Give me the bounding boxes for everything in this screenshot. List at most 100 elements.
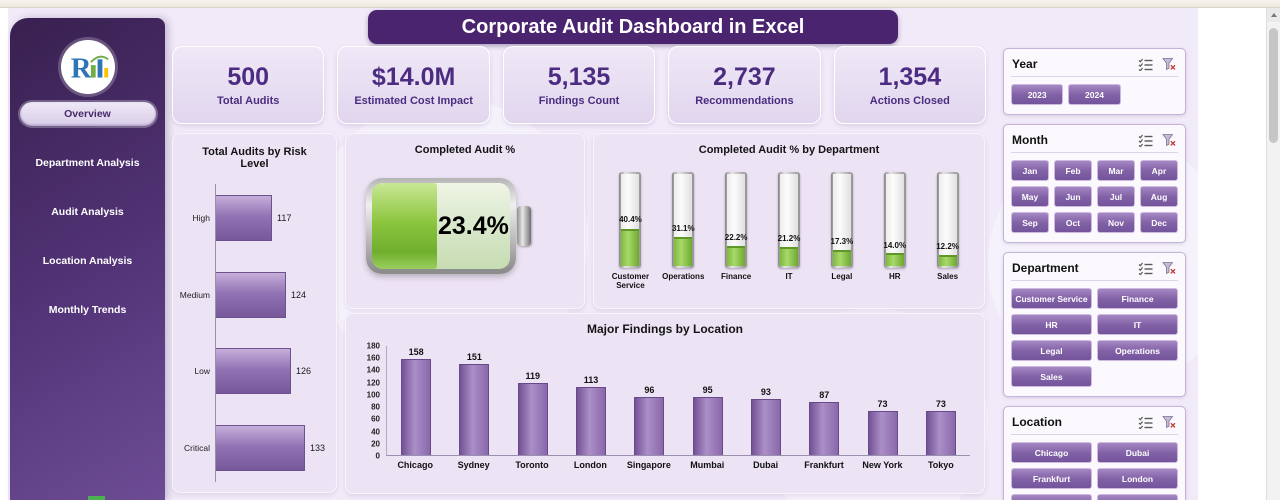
bar bbox=[925, 410, 956, 455]
clear-filter-icon[interactable] bbox=[1160, 414, 1177, 430]
slicer-option-frankfurt[interactable]: Frankfurt bbox=[1011, 468, 1092, 489]
axis-tick-label: 20 bbox=[371, 439, 380, 449]
battery-tube: 17.3% bbox=[817, 172, 867, 268]
bar bbox=[215, 195, 272, 242]
clear-filter-icon[interactable] bbox=[1160, 56, 1177, 72]
risk-bar-zone: 124 bbox=[215, 257, 332, 334]
dept-gauge-legal: 17.3% Legal bbox=[815, 172, 868, 306]
multi-select-icon[interactable] bbox=[1137, 260, 1154, 276]
sidebar-item-overview[interactable]: Overview bbox=[19, 102, 156, 126]
battery-tube: 14.0% bbox=[870, 172, 920, 268]
slicer-option-2024[interactable]: 2024 bbox=[1068, 84, 1121, 105]
slicer-option-it[interactable]: IT bbox=[1097, 314, 1178, 335]
sidebar-item-monthly-trends[interactable]: Monthly Trends bbox=[48, 304, 127, 316]
slicer-year: Year 2023 2024 bbox=[1003, 48, 1186, 115]
scrollbar-thumb[interactable] bbox=[1269, 28, 1278, 143]
chart-title: Completed Audit % by Department bbox=[698, 144, 880, 156]
sidebar-item-audit-analysis[interactable]: Audit Analysis bbox=[51, 206, 124, 218]
sidebar: R Overview Department Analysis Audit Analy… bbox=[10, 18, 165, 500]
bar bbox=[750, 398, 781, 455]
slicer-option-customer-service[interactable]: Customer Service bbox=[1011, 288, 1092, 309]
axis-tick-label: 60 bbox=[371, 414, 380, 424]
axis-category-label: Finance bbox=[721, 272, 752, 281]
slicer-option-finance[interactable]: Finance bbox=[1097, 288, 1178, 309]
risk-row: Critical 133 bbox=[179, 410, 332, 487]
multi-select-icon[interactable] bbox=[1137, 132, 1154, 148]
slicer-option-hr[interactable]: HR bbox=[1011, 314, 1092, 335]
vertical-scrollbar[interactable] bbox=[1266, 8, 1280, 500]
gauge-fill bbox=[832, 250, 851, 266]
slicer-option-feb[interactable]: Feb bbox=[1054, 160, 1092, 181]
slicer-option-mar[interactable]: Mar bbox=[1097, 160, 1135, 181]
slicer-option-sales[interactable]: Sales bbox=[1011, 366, 1092, 387]
bar bbox=[692, 397, 723, 455]
slicer-option-jan[interactable]: Jan bbox=[1011, 160, 1049, 181]
chart-column-tokyo: 73 bbox=[912, 346, 970, 455]
chart-column-new-york: 73 bbox=[853, 346, 911, 455]
slicer-option-london[interactable]: London bbox=[1097, 468, 1178, 489]
slicer-header-icons bbox=[1137, 260, 1177, 276]
axis-tick-label: 80 bbox=[371, 402, 380, 412]
slicer-month: Month Jan Feb Mar Apr May Jun Jul Aug Sep Oct Nov De… bbox=[1003, 124, 1186, 243]
slicer-option-chicago[interactable]: Chicago bbox=[1011, 442, 1092, 463]
multi-select-icon[interactable] bbox=[1137, 56, 1154, 72]
bar bbox=[576, 386, 607, 455]
multi-select-icon[interactable] bbox=[1137, 414, 1154, 430]
data-label: 95 bbox=[702, 385, 713, 396]
chart-column-chicago: 158 bbox=[387, 346, 445, 455]
slicer-header: Year bbox=[1011, 56, 1178, 77]
battery-terminal bbox=[517, 206, 531, 246]
data-label: 113 bbox=[583, 374, 599, 385]
slicer-option-jun[interactable]: Jun bbox=[1054, 186, 1092, 207]
slicer-option-may[interactable]: May bbox=[1011, 186, 1049, 207]
slicer-option-mumbai[interactable]: Mumbai bbox=[1011, 494, 1092, 500]
data-label: 126 bbox=[296, 366, 312, 377]
sidebar-item-department-analysis[interactable]: Department Analysis bbox=[35, 157, 140, 169]
slicer-option-2023[interactable]: 2023 bbox=[1011, 84, 1064, 105]
axis-category-label: Sydney bbox=[457, 460, 490, 470]
dept-gauge-it: 21.2% IT bbox=[763, 172, 816, 306]
gauge-value-label: 12.2% bbox=[936, 242, 959, 252]
axis-tick-label: 140 bbox=[366, 365, 380, 375]
slicer-option-jul[interactable]: Jul bbox=[1097, 186, 1135, 207]
slicer-option-dubai[interactable]: Dubai bbox=[1097, 442, 1178, 463]
slicer-option-aug[interactable]: Aug bbox=[1140, 186, 1178, 207]
axis-category-label: Customer Service bbox=[611, 272, 650, 291]
kpi-label: Estimated Cost Impact bbox=[354, 95, 473, 107]
axis-category-label: High bbox=[192, 213, 210, 224]
chart-title: Total Audits by Risk Level bbox=[202, 146, 307, 170]
battery-body bbox=[372, 183, 510, 269]
risk-row: High 117 bbox=[179, 180, 332, 257]
axis-tick-label: 100 bbox=[366, 390, 380, 400]
slicer-option-legal[interactable]: Legal bbox=[1011, 340, 1092, 361]
gauge-fill bbox=[727, 245, 746, 266]
slicer-option-sep[interactable]: Sep bbox=[1011, 212, 1049, 233]
slicer-option-new-york[interactable]: New York bbox=[1097, 494, 1178, 500]
data-label: 73 bbox=[877, 398, 888, 409]
slicer-option-operations[interactable]: Operations bbox=[1097, 340, 1178, 361]
kpi-value: 500 bbox=[227, 63, 270, 91]
clear-filter-icon[interactable] bbox=[1160, 260, 1177, 276]
slicer-option-oct[interactable]: Oct bbox=[1054, 212, 1092, 233]
gauge-fill bbox=[885, 253, 904, 266]
battery-tube: 40.4% bbox=[605, 172, 655, 268]
dept-gauge-operations: 31.1% Operations bbox=[657, 172, 710, 306]
sidebar-item-location-analysis[interactable]: Location Analysis bbox=[42, 255, 133, 267]
sidebar-nav: Overview Department Analysis Audit Analysi… bbox=[10, 102, 165, 322]
scroll-up-arrow-icon[interactable] bbox=[1267, 8, 1280, 22]
axis-category-label: Sales bbox=[937, 272, 959, 281]
kpi-card-actions-closed: 1,354 Actions Closed bbox=[833, 46, 987, 124]
axis-category-label: Low bbox=[194, 366, 210, 377]
slicer-option-nov[interactable]: Nov bbox=[1097, 212, 1135, 233]
clear-filter-icon[interactable] bbox=[1160, 132, 1177, 148]
slicer-option-apr[interactable]: Apr bbox=[1140, 160, 1178, 181]
slicer-department: Department Customer Service Finance HR IT Leg… bbox=[1003, 252, 1186, 397]
slicer-option-dec[interactable]: Dec bbox=[1140, 212, 1178, 233]
data-label: 151 bbox=[466, 351, 482, 362]
risk-row: Low 126 bbox=[179, 333, 332, 410]
slicer-header-icons bbox=[1137, 56, 1177, 72]
risk-row: Medium 124 bbox=[179, 257, 332, 334]
